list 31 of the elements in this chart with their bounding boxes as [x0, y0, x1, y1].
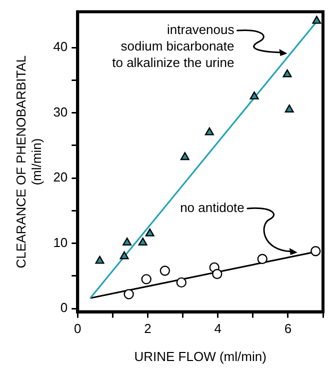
y-tick-label: 20 — [53, 170, 68, 185]
point — [95, 256, 104, 264]
y-tick-label: 10 — [53, 234, 68, 250]
point — [180, 152, 190, 160]
point — [138, 238, 148, 246]
point — [212, 268, 222, 280]
point — [176, 277, 187, 288]
y-tick-label: 30 — [53, 104, 68, 120]
point — [160, 266, 170, 276]
x-tick-label: 0 — [74, 321, 82, 336]
x-tick-label: 4 — [214, 321, 222, 336]
point — [120, 251, 129, 260]
annotation: no antidote — [180, 200, 244, 216]
annotation: intravenous sodium bicarbonate to alkalinize the urine — [112, 22, 235, 70]
point — [204, 127, 214, 136]
point — [284, 104, 294, 112]
y-tick-label: 40 — [53, 39, 68, 54]
point — [124, 289, 134, 300]
y-axis-title: CLEARANCE OF PHENOBARBITAL (ml/min) — [13, 55, 44, 268]
point — [257, 254, 268, 264]
point — [282, 69, 292, 78]
x-axis-title: URINE FLOW (ml/min) — [134, 348, 266, 364]
y-tick-label: 0 — [60, 300, 68, 316]
point — [122, 238, 132, 246]
point — [250, 91, 259, 100]
point — [310, 246, 321, 256]
point — [141, 274, 152, 284]
x-tick-label: 6 — [284, 321, 292, 336]
point — [312, 16, 322, 24]
x-tick-label: 2 — [144, 321, 152, 336]
point — [145, 228, 154, 236]
